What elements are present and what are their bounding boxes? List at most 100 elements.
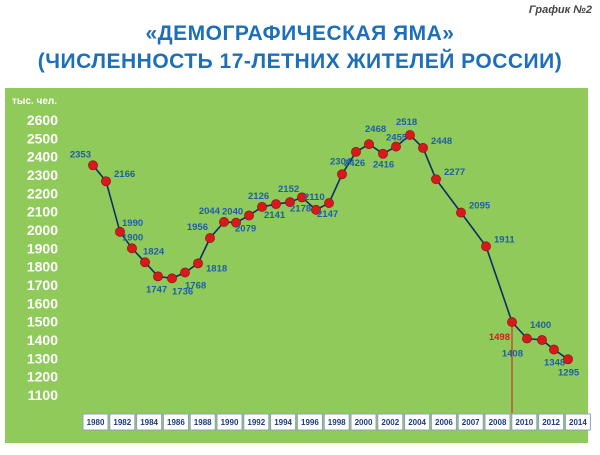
data-label: 2448: [431, 136, 452, 147]
x-tick-box: [216, 413, 243, 431]
y-axis-unit-label: тыс. чел.: [12, 96, 58, 107]
data-point: [257, 201, 267, 212]
data-point: [205, 233, 215, 243]
x-tick-box: [404, 413, 431, 431]
data-label: 1747: [146, 284, 167, 295]
data-label: 1900: [122, 232, 143, 243]
chart-title: «ДЕМОГРАФИЧЕСКАЯ ЯМА»: [145, 22, 455, 45]
x-tick-box: [377, 413, 404, 431]
data-label: 2518: [396, 117, 417, 128]
x-tick-label: 2004: [408, 418, 426, 427]
data-label: 2044: [199, 206, 221, 217]
data-point: [193, 258, 203, 269]
data-point: [231, 217, 241, 228]
y-tick-label: 1700: [27, 277, 58, 293]
data-point: [418, 142, 428, 153]
data-label: 1824: [143, 246, 165, 257]
x-tick-label: 1984: [140, 418, 158, 427]
data-label: 1818: [206, 263, 227, 274]
data-point: [481, 241, 491, 252]
x-tick-box: [511, 413, 538, 431]
x-tick-label: 2012: [542, 418, 560, 427]
data-point: [405, 130, 415, 140]
x-tick-label: 1992: [247, 418, 265, 427]
data-point: [456, 207, 466, 218]
x-tick-label: 2008: [489, 418, 507, 427]
data-label: 2304: [330, 156, 352, 167]
x-tick-label: 2002: [381, 418, 399, 427]
x-tick-label: 2007: [462, 418, 480, 427]
data-point: [271, 199, 281, 210]
x-tick-box: [564, 413, 591, 431]
y-tick-label: 1100: [28, 387, 59, 403]
data-label: 2416: [373, 160, 394, 171]
data-point: [351, 146, 361, 157]
y-tick-label: 2400: [27, 149, 58, 165]
chart-background: [5, 88, 588, 443]
data-point: [311, 204, 321, 215]
data-label: 2040: [222, 207, 243, 218]
data-label: 1736: [172, 286, 193, 297]
data-point: [297, 192, 307, 203]
y-tick-label: 1900: [27, 240, 58, 256]
x-tick-box: [136, 413, 163, 431]
y-tick-label: 2200: [27, 185, 58, 201]
y-tick-label: 1500: [27, 314, 58, 330]
data-label: 1990: [122, 218, 143, 229]
data-label: 2455: [386, 133, 408, 144]
data-point: [324, 198, 334, 208]
data-point: [378, 148, 388, 159]
y-tick-label: 2500: [27, 130, 58, 146]
chart-subtitle: (ЧИСЛЕННОСТЬ 17-ЛЕТНИХ ЖИТЕЛЕЙ РОССИИ): [37, 50, 563, 73]
data-point: [431, 174, 441, 185]
data-label: 2152: [278, 184, 299, 195]
data-point: [285, 197, 295, 208]
x-tick-label: 1986: [167, 418, 185, 427]
x-tick-box: [484, 413, 511, 431]
x-tick-box: [538, 413, 565, 431]
x-tick-label: 1980: [87, 418, 105, 427]
data-label: 1400: [530, 320, 551, 331]
x-tick-label: 1990: [221, 418, 239, 427]
data-label: 2147: [317, 209, 338, 220]
data-point: [153, 271, 163, 282]
data-point: [244, 210, 254, 221]
x-tick-box: [189, 413, 216, 431]
y-tick-label: 2000: [27, 222, 58, 238]
data-label: 2277: [444, 167, 465, 178]
x-tick-box: [82, 413, 109, 431]
data-label: 1348: [544, 358, 565, 369]
chart-number-tag: График №2: [528, 4, 592, 16]
y-tick-label: 2100: [27, 204, 58, 220]
series-line: [92, 133, 569, 360]
data-label: 1295: [558, 367, 580, 378]
data-label: 2079: [235, 224, 256, 235]
data-label: 2126: [248, 191, 269, 202]
x-tick-label: 2014: [569, 418, 587, 427]
y-tick-label: 1800: [27, 259, 58, 275]
y-tick-label: 2600: [27, 112, 58, 128]
data-label: 1408: [502, 349, 523, 360]
data-point: [219, 217, 229, 227]
x-tick-box: [243, 413, 270, 431]
x-tick-label: 1998: [328, 418, 346, 427]
data-point: [180, 267, 190, 278]
x-tick-box: [323, 413, 350, 431]
x-tick-box: [270, 413, 297, 431]
data-label: 2426: [344, 158, 365, 169]
data-point: [140, 257, 150, 268]
data-label: 2095: [469, 201, 491, 212]
x-tick-label: 1996: [301, 418, 319, 427]
x-tick-label: 1988: [194, 418, 212, 427]
data-label: 2353: [70, 149, 91, 160]
data-point: [127, 243, 137, 254]
x-tick-box: [162, 413, 189, 431]
data-point: [101, 176, 111, 187]
y-tick-label: 1600: [27, 295, 58, 311]
data-label: 1911: [494, 234, 515, 245]
y-tick-label: 1400: [27, 332, 58, 348]
data-label: 2141: [264, 210, 286, 221]
data-point: [563, 354, 573, 365]
data-point: [537, 335, 547, 345]
